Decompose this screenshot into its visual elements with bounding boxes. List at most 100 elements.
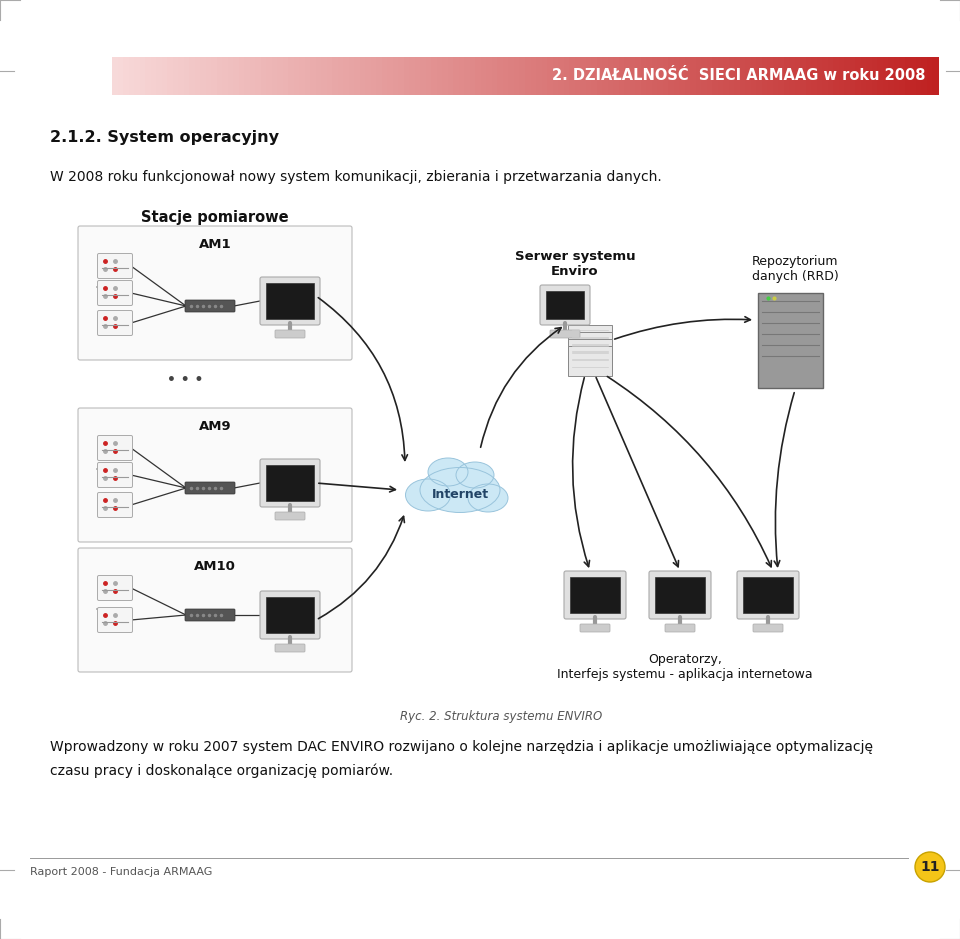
Bar xyxy=(568,346,612,376)
FancyBboxPatch shape xyxy=(98,254,132,279)
Bar xyxy=(613,57,619,95)
FancyBboxPatch shape xyxy=(78,548,352,672)
Text: ...: ... xyxy=(95,275,109,290)
Bar xyxy=(261,57,267,95)
Text: AM1: AM1 xyxy=(199,238,231,251)
Bar xyxy=(354,57,361,95)
FancyBboxPatch shape xyxy=(540,285,590,325)
Text: Raport 2008 - Fundacja ARMAAG: Raport 2008 - Fundacja ARMAAG xyxy=(30,867,212,877)
Bar xyxy=(718,57,724,95)
Bar xyxy=(145,57,152,95)
Bar xyxy=(426,57,432,95)
Bar xyxy=(779,57,785,95)
Bar xyxy=(745,57,752,95)
Bar xyxy=(541,57,548,95)
Bar xyxy=(431,57,438,95)
Bar xyxy=(139,57,146,95)
Text: W 2008 roku funkcjonował nowy system komunikacji, zbierania i przetwarzania dany: W 2008 roku funkcjonował nowy system kom… xyxy=(50,170,661,184)
FancyBboxPatch shape xyxy=(649,571,711,619)
Bar xyxy=(658,57,663,95)
FancyBboxPatch shape xyxy=(98,576,132,601)
Bar xyxy=(348,57,355,95)
Text: Repozytorium
danych (RRD): Repozytorium danych (RRD) xyxy=(752,255,838,283)
Bar xyxy=(503,57,510,95)
Bar xyxy=(729,57,735,95)
Bar xyxy=(326,57,333,95)
Bar xyxy=(707,57,713,95)
Bar xyxy=(811,57,818,95)
Bar xyxy=(553,57,559,95)
Bar xyxy=(178,57,184,95)
Bar xyxy=(591,57,597,95)
Bar xyxy=(783,57,790,95)
Bar xyxy=(801,57,806,95)
Ellipse shape xyxy=(468,484,508,512)
Bar xyxy=(344,57,349,95)
Bar xyxy=(205,57,212,95)
Text: Internet: Internet xyxy=(431,488,489,501)
FancyBboxPatch shape xyxy=(260,277,320,325)
Bar xyxy=(151,57,157,95)
Bar xyxy=(459,57,466,95)
Bar xyxy=(536,57,542,95)
Bar xyxy=(497,57,504,95)
Bar xyxy=(117,57,124,95)
Bar xyxy=(376,57,383,95)
Bar xyxy=(767,57,774,95)
Bar xyxy=(228,57,234,95)
Bar xyxy=(316,57,323,95)
FancyBboxPatch shape xyxy=(275,512,305,520)
Bar xyxy=(712,57,719,95)
Bar xyxy=(795,57,802,95)
Bar xyxy=(360,57,367,95)
Bar xyxy=(690,57,697,95)
Bar xyxy=(167,57,174,95)
FancyBboxPatch shape xyxy=(275,644,305,652)
Bar xyxy=(701,57,708,95)
Bar xyxy=(310,57,317,95)
Bar xyxy=(655,577,705,613)
Bar xyxy=(888,57,895,95)
Bar xyxy=(519,57,526,95)
Text: ...: ... xyxy=(95,597,109,612)
Bar xyxy=(845,57,851,95)
Bar xyxy=(371,57,377,95)
Text: Stacje pomiarowe: Stacje pomiarowe xyxy=(141,210,289,225)
FancyBboxPatch shape xyxy=(78,408,352,542)
Bar xyxy=(570,577,620,613)
Bar xyxy=(723,57,730,95)
Bar xyxy=(525,57,532,95)
Bar xyxy=(134,57,140,95)
Circle shape xyxy=(915,852,945,882)
Bar xyxy=(244,57,251,95)
Bar xyxy=(805,57,812,95)
FancyBboxPatch shape xyxy=(260,459,320,507)
Bar xyxy=(916,57,923,95)
Bar xyxy=(487,57,493,95)
Bar xyxy=(531,57,537,95)
Bar xyxy=(123,57,130,95)
Bar xyxy=(568,339,612,369)
Bar xyxy=(773,57,780,95)
Bar xyxy=(200,57,206,95)
Bar xyxy=(266,283,314,319)
Bar xyxy=(304,57,311,95)
Bar xyxy=(652,57,659,95)
Ellipse shape xyxy=(405,479,450,511)
FancyBboxPatch shape xyxy=(275,330,305,338)
Bar xyxy=(823,57,828,95)
FancyBboxPatch shape xyxy=(580,624,610,632)
Bar xyxy=(217,57,223,95)
Text: Wprowadzony w roku 2007 system DAC ENVIRO rozwijano o kolejne narzędzia i aplika: Wprowadzony w roku 2007 system DAC ENVIR… xyxy=(50,740,873,754)
Bar xyxy=(453,57,460,95)
Bar xyxy=(877,57,884,95)
FancyBboxPatch shape xyxy=(98,492,132,517)
Text: 2. DZIAŁALNOŚĆ  SIECI ARMAAG w roku 2008: 2. DZIAŁALNOŚĆ SIECI ARMAAG w roku 2008 xyxy=(553,69,926,84)
Ellipse shape xyxy=(456,462,494,488)
Bar xyxy=(674,57,681,95)
Bar xyxy=(624,57,631,95)
FancyBboxPatch shape xyxy=(98,608,132,633)
Bar xyxy=(756,57,763,95)
Bar xyxy=(734,57,741,95)
Bar xyxy=(684,57,691,95)
